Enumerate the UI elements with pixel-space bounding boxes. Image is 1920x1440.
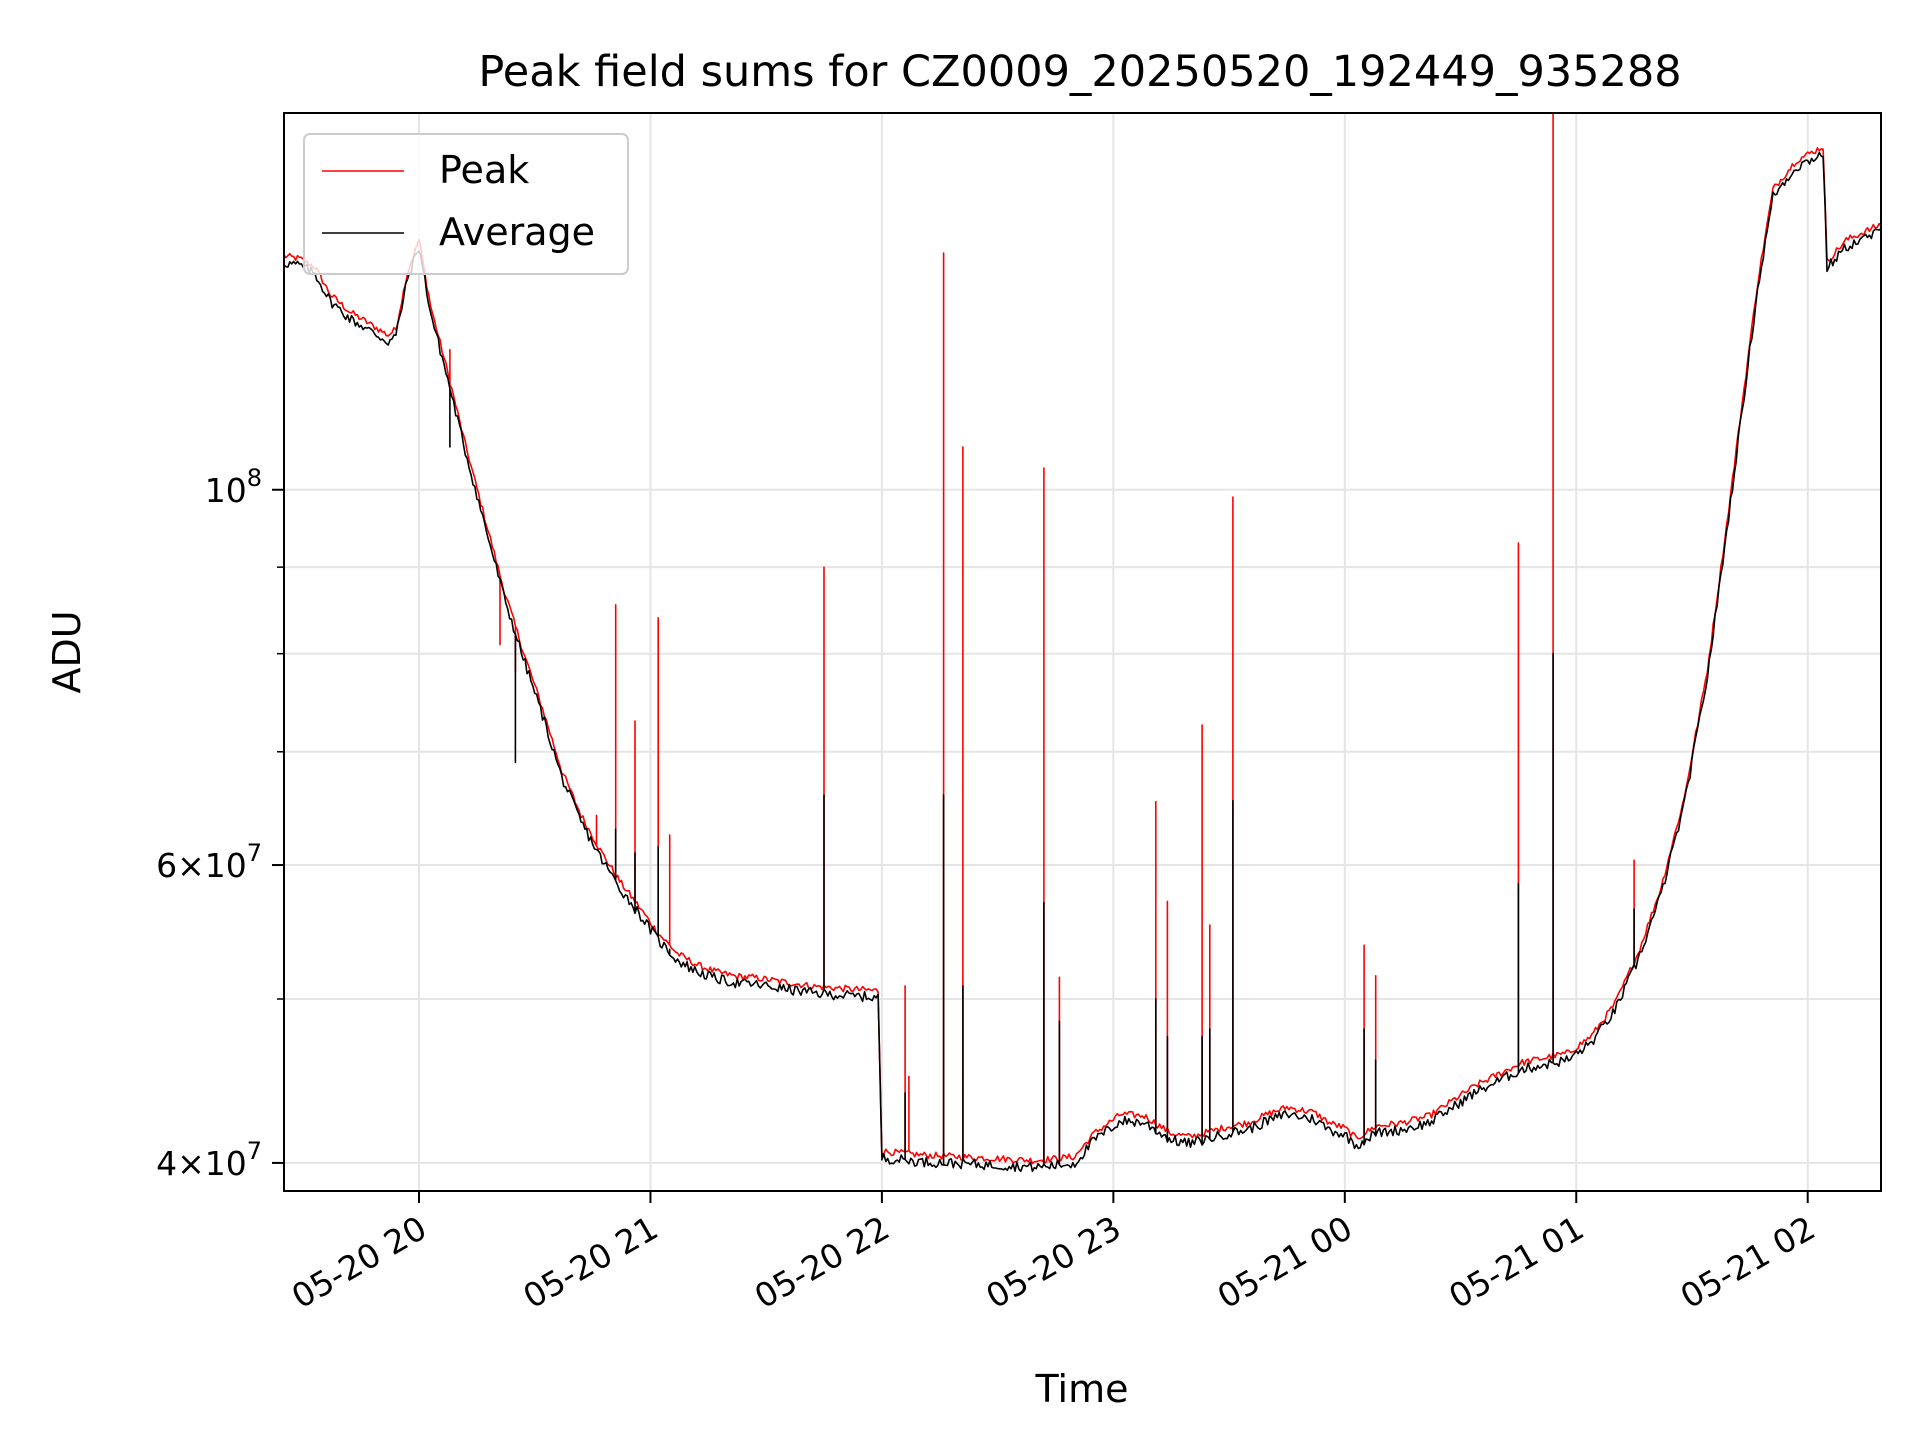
chart-title: Peak field sums for CZ0009_20250520_1924… xyxy=(478,47,1681,97)
y-axis-label: ADU xyxy=(45,610,89,693)
y-axis: 4×107 6×107 108 xyxy=(156,464,284,1183)
y-tick-label: 4×107 xyxy=(156,1137,262,1183)
peak-line xyxy=(284,113,1881,1165)
grid xyxy=(284,113,1881,1191)
legend-label-average: Average xyxy=(439,210,595,254)
legend: Peak Average xyxy=(303,133,629,275)
average-line xyxy=(284,151,1881,1173)
plot-area xyxy=(284,113,1881,1173)
y-tick-label: 6×107 xyxy=(156,839,262,885)
legend-label-peak: Peak xyxy=(439,148,529,192)
series-peak-line xyxy=(284,113,1881,1165)
plot-frame xyxy=(283,112,1882,1192)
legend-box xyxy=(303,133,629,275)
series-average-line xyxy=(284,151,1881,1173)
y-tick-label: 108 xyxy=(205,464,262,510)
x-axis-label: Time xyxy=(1035,1367,1129,1411)
